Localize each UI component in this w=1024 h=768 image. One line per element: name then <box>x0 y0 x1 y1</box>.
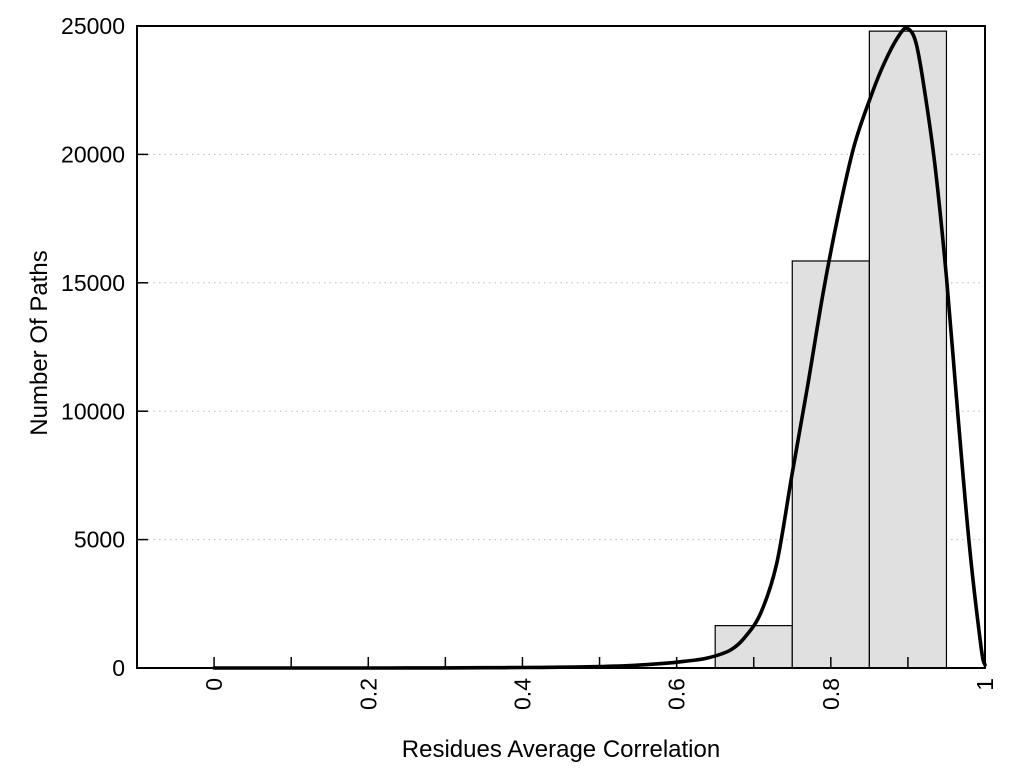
y-tick-labels: 0 5000 10000 15000 20000 25000 <box>61 13 125 681</box>
x-tick-label-0.2: 0.2 <box>355 678 381 710</box>
x-tick-label-0: 0 <box>201 678 227 691</box>
y-gridlines <box>137 153 985 541</box>
x-tick-label-0.6: 0.6 <box>664 678 690 710</box>
y-tick-label-10000: 10000 <box>61 398 125 424</box>
x-axis-title: Residues Average Correlation <box>401 736 721 763</box>
x-tick-label-0.8: 0.8 <box>818 678 844 710</box>
density-curve <box>212 26 987 670</box>
y-tick-label-15000: 15000 <box>61 270 125 296</box>
histogram-bar-1 <box>791 260 870 669</box>
histogram-bars <box>714 30 948 669</box>
y-tick-label-25000: 25000 <box>61 13 125 39</box>
y-tick-label-20000: 20000 <box>61 141 125 167</box>
x-tick-labels: 0 0.2 0.4 0.6 0.8 1 <box>201 678 998 710</box>
y-tick-label-0: 0 <box>112 655 125 681</box>
x-tick-label-1: 1 <box>972 678 998 691</box>
y-axis-title: Number Of Paths <box>26 250 53 436</box>
histogram-bar-2 <box>868 30 948 669</box>
x-tick-label-0.4: 0.4 <box>509 678 535 710</box>
y-tick-label-5000: 5000 <box>74 527 125 553</box>
